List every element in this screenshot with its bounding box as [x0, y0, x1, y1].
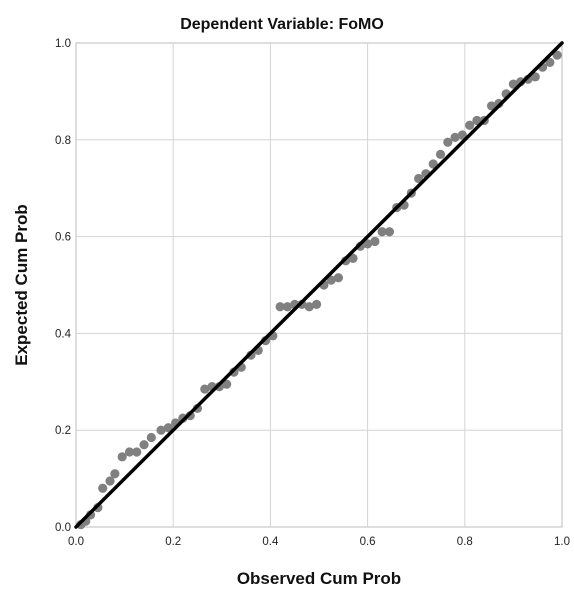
- x-tick-label: 0.8: [457, 536, 473, 548]
- data-point: [370, 236, 380, 247]
- data-point: [428, 159, 438, 169]
- x-tick-label: 0.0: [68, 536, 84, 548]
- data-point: [552, 50, 562, 60]
- data-point: [348, 253, 358, 263]
- data-point: [139, 440, 149, 450]
- x-tick-label: 0.4: [262, 536, 279, 548]
- data-point: [311, 299, 322, 309]
- y-tick-label: 0.0: [55, 522, 71, 534]
- data-point: [545, 57, 555, 67]
- y-axis-label: Expected Cum Prob: [12, 204, 31, 366]
- chart-title: Dependent Variable: FoMO: [180, 16, 384, 33]
- data-point: [146, 432, 156, 443]
- data-point: [275, 302, 285, 312]
- y-tick-label: 0.6: [55, 232, 71, 244]
- data-point: [200, 384, 210, 394]
- data-point: [333, 273, 344, 283]
- data-point: [132, 447, 142, 457]
- data-point: [117, 452, 127, 462]
- data-point: [465, 120, 475, 130]
- data-point: [163, 423, 173, 433]
- x-tick-label: 0.6: [360, 536, 376, 548]
- data-point: [326, 275, 336, 285]
- data-point: [222, 379, 232, 389]
- x-axis-label: Observed Cum Prob: [237, 569, 401, 588]
- data-point: [105, 476, 115, 486]
- data-point: [414, 173, 424, 184]
- data-point: [472, 115, 482, 126]
- x-tick-label: 0.2: [165, 536, 181, 548]
- data-point: [384, 227, 395, 237]
- data-point: [98, 483, 108, 493]
- data-point: [304, 302, 314, 312]
- y-tick-label: 0.8: [55, 135, 71, 147]
- data-point: [530, 72, 540, 82]
- data-point: [282, 302, 293, 312]
- data-point: [110, 469, 120, 479]
- tick-labels: 0.0 0.2 0.4 0.6 0.8 1.0 0.0 0.2 0.4 0.6 0.8 1.0: [55, 38, 570, 548]
- data-point: [377, 227, 387, 237]
- y-tick-label: 0.2: [55, 425, 71, 437]
- data-point: [124, 447, 135, 457]
- x-tick-label: 1.0: [554, 536, 570, 548]
- data-point: [443, 137, 453, 147]
- data-point: [363, 239, 373, 249]
- y-tick-label: 0.4: [55, 328, 72, 340]
- data-point: [486, 101, 497, 111]
- data-point: [508, 79, 518, 89]
- data-point: [435, 149, 446, 159]
- data-point: [450, 132, 460, 142]
- data-point: [457, 130, 467, 140]
- data-point: [156, 425, 166, 435]
- reference-line: [74, 41, 564, 529]
- y-tick-label: 1.0: [55, 38, 71, 50]
